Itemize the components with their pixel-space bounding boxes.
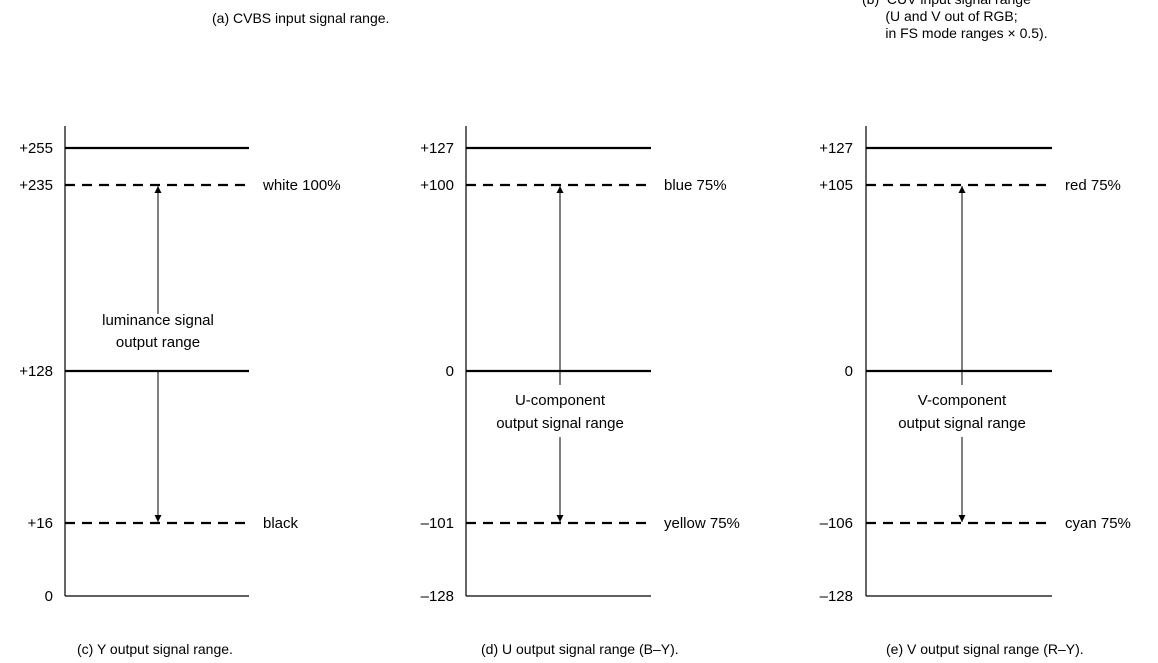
v-level-note: red 75% [1065,177,1121,194]
y-level-label: +255 [19,140,53,157]
v-level-label: –128 [820,588,853,605]
y-level-note: white 100% [262,177,341,194]
y-level-label: +235 [19,177,53,194]
u-level-note: blue 75% [664,177,727,194]
u-level-label: –128 [421,588,454,605]
y-level-label: +16 [28,515,53,532]
caption-cuv-input: (b) CUV input signal range (U and V out … [862,0,1048,41]
caption-cvbs-input: (a) CVBS input signal range. [212,10,390,26]
v-range-label-line2: output signal range [898,415,1026,432]
u-level-note: yellow 75% [664,515,740,532]
y-level-note: black [263,515,299,532]
y-range-label-line2: output range [116,334,200,351]
v-level-label: +105 [819,177,853,194]
caption-y-output: (c) Y output signal range. [77,641,233,657]
caption-v-output: (e) V output signal range (R–Y). [886,641,1084,657]
v-level-label: 0 [845,363,853,380]
y-level-label: 0 [45,588,53,605]
u-range-label-line1: U-component [515,392,606,409]
u-level-label: +100 [420,177,454,194]
u-level-label: 0 [446,363,454,380]
u-level-label: –101 [421,515,454,532]
v-range-label-line1: V-component [918,392,1007,409]
u-level-label: +127 [420,140,454,157]
v-level-note: cyan 75% [1065,515,1131,532]
v-level-label: –106 [820,515,853,532]
y-level-label: +128 [19,363,53,380]
u-range-label-line2: output signal range [496,415,624,432]
caption-u-output: (d) U output signal range (B–Y). [481,641,679,657]
v-level-label: +127 [819,140,853,157]
y-range-label-line1: luminance signal [102,312,214,329]
